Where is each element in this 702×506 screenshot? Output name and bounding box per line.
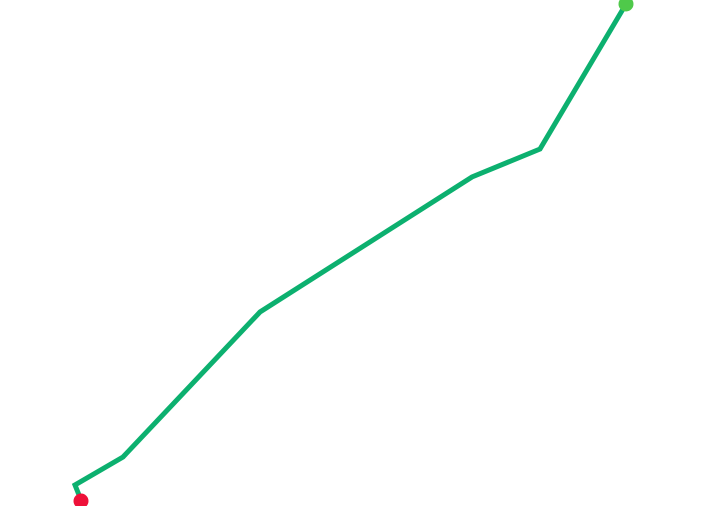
route-end-point: [618, 0, 634, 12]
route-start-point: [73, 493, 89, 506]
route-path: [71, 1, 629, 503]
